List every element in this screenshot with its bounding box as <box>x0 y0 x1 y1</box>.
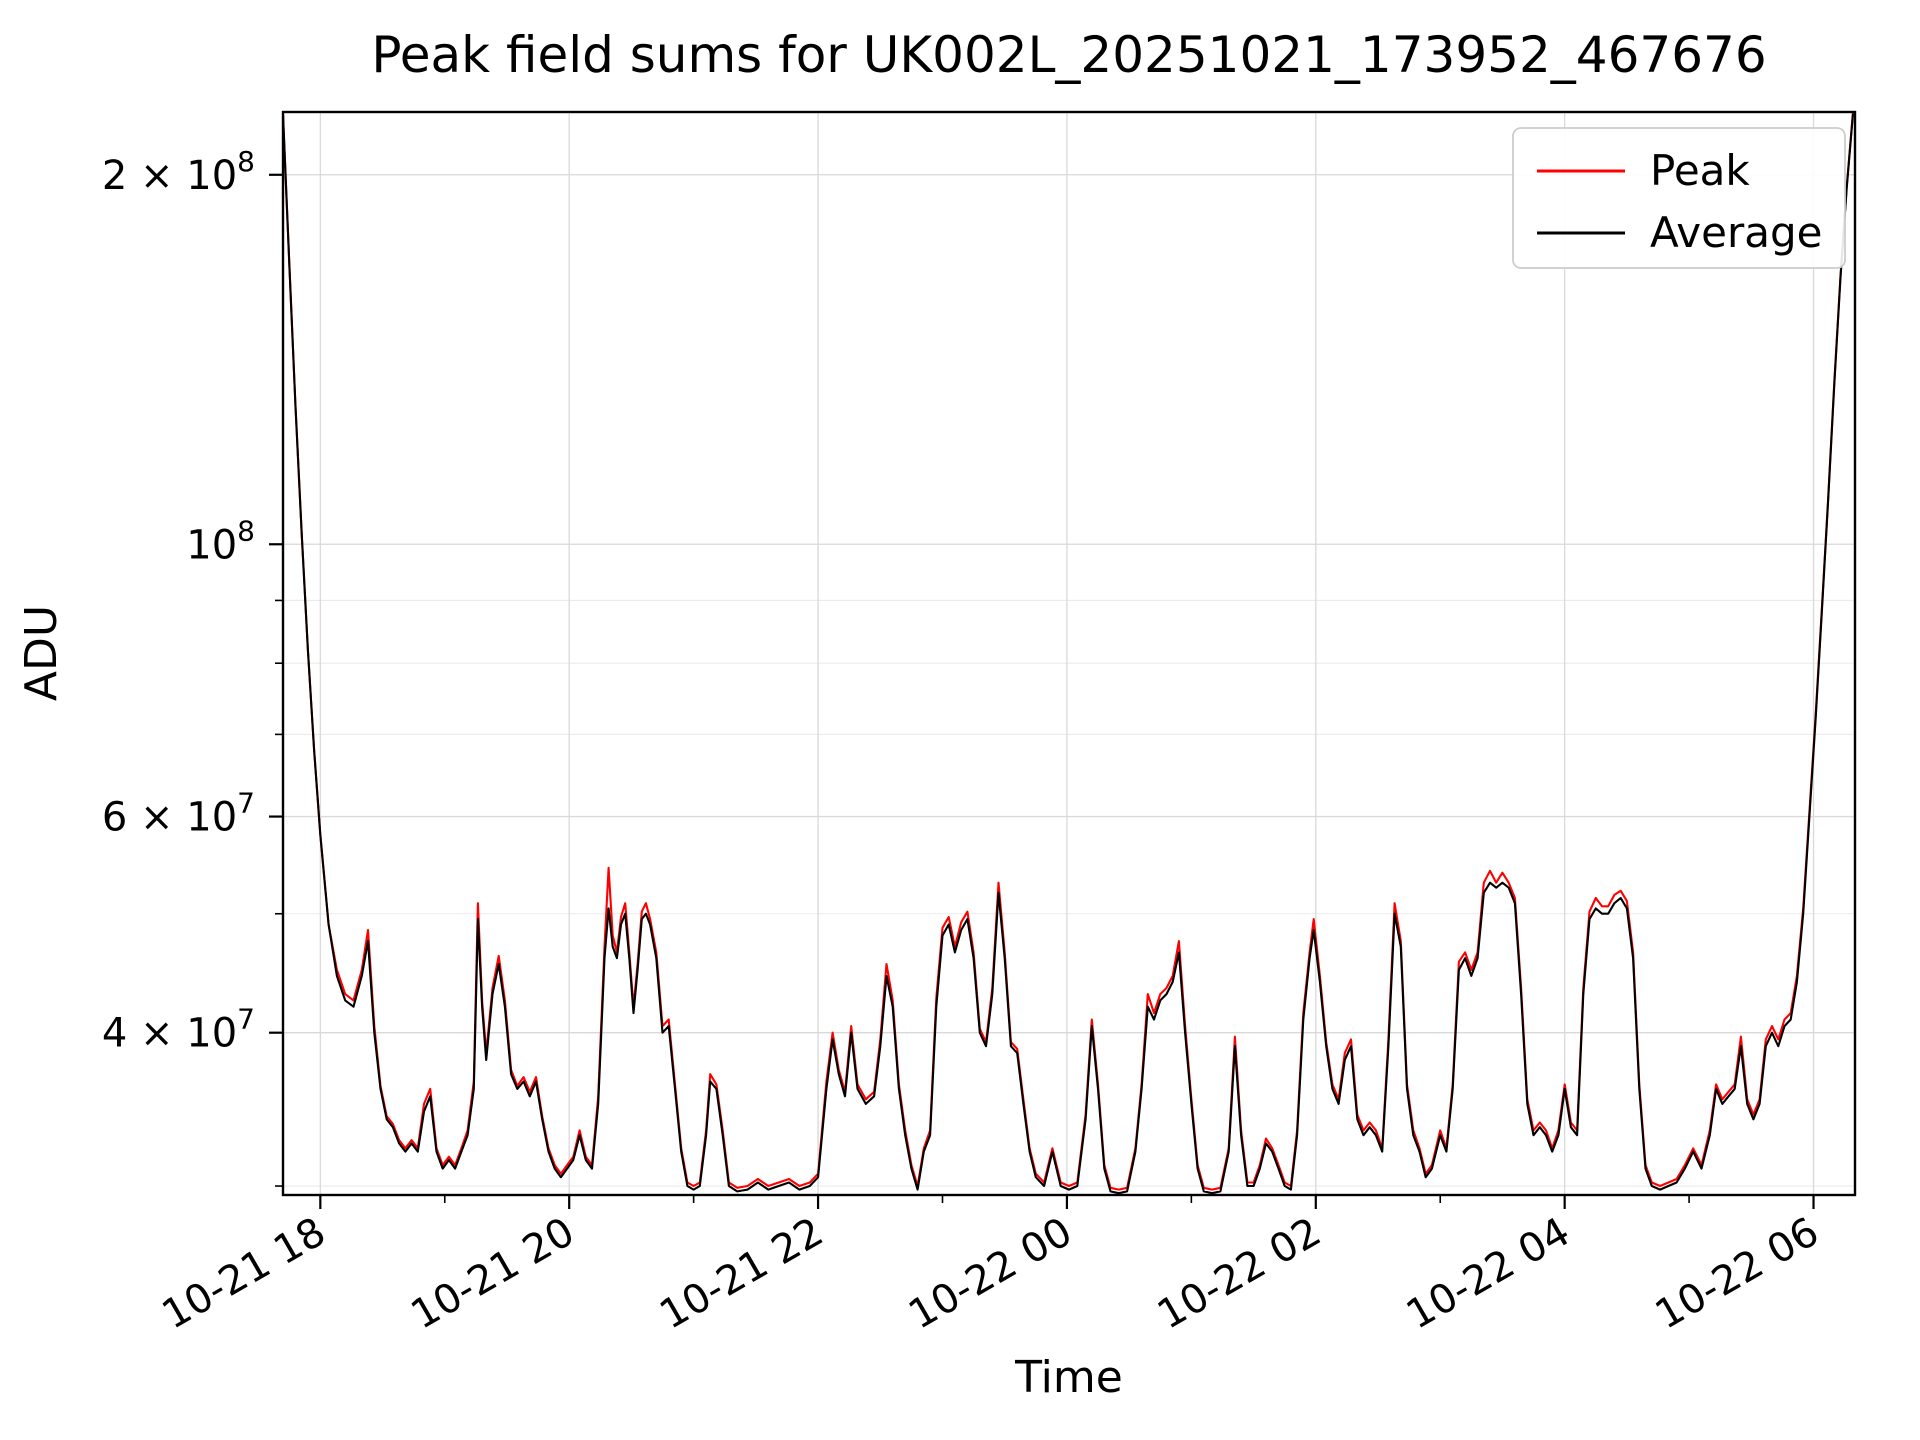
x-tick-label: 10-22 00 <box>901 1209 1080 1339</box>
x-tick-label: 10-21 22 <box>652 1209 831 1339</box>
x-tick-label-group: 10-22 00 <box>901 1209 1080 1339</box>
peak-line <box>281 112 1854 1191</box>
y-tick-label: 6 × 107 <box>102 787 255 841</box>
y-tick-label: 108 <box>186 514 255 568</box>
x-tick-label: 10-21 18 <box>155 1209 334 1339</box>
x-tick-label: 10-21 20 <box>403 1209 582 1339</box>
data-series-layer <box>281 112 1854 1195</box>
y-axis-title: ADU <box>16 605 67 701</box>
x-tick-label-group: 10-21 20 <box>403 1209 582 1339</box>
x-tick-label-group: 10-22 06 <box>1648 1209 1827 1339</box>
axis-layer: 2 × 108 108 6 × 107 4 × 107 10-21 18 10-21 20… <box>102 145 1827 1339</box>
legend-label-average: Average <box>1650 208 1822 257</box>
average-line <box>281 113 1854 1195</box>
y-tick-label: 4 × 107 <box>102 1003 255 1057</box>
x-tick-label-group: 10-21 18 <box>155 1209 334 1339</box>
grid-layer <box>283 112 1855 1195</box>
x-tick-label: 10-22 06 <box>1648 1209 1827 1339</box>
chart-title: Peak field sums for UK002L_20251021_1739… <box>371 26 1766 84</box>
x-tick-label: 10-22 04 <box>1399 1209 1578 1339</box>
x-tick-label-group: 10-22 04 <box>1399 1209 1578 1339</box>
x-tick-label-group: 10-22 02 <box>1150 1209 1329 1339</box>
y-tick-label: 2 × 108 <box>102 145 255 199</box>
x-tick-label-group: 10-21 22 <box>652 1209 831 1339</box>
x-axis-title: Time <box>1014 1352 1123 1403</box>
legend: Peak Average <box>1512 127 1846 269</box>
x-tick-label: 10-22 02 <box>1150 1209 1329 1339</box>
legend-label-peak: Peak <box>1650 146 1750 195</box>
plot-border <box>281 110 1857 1197</box>
